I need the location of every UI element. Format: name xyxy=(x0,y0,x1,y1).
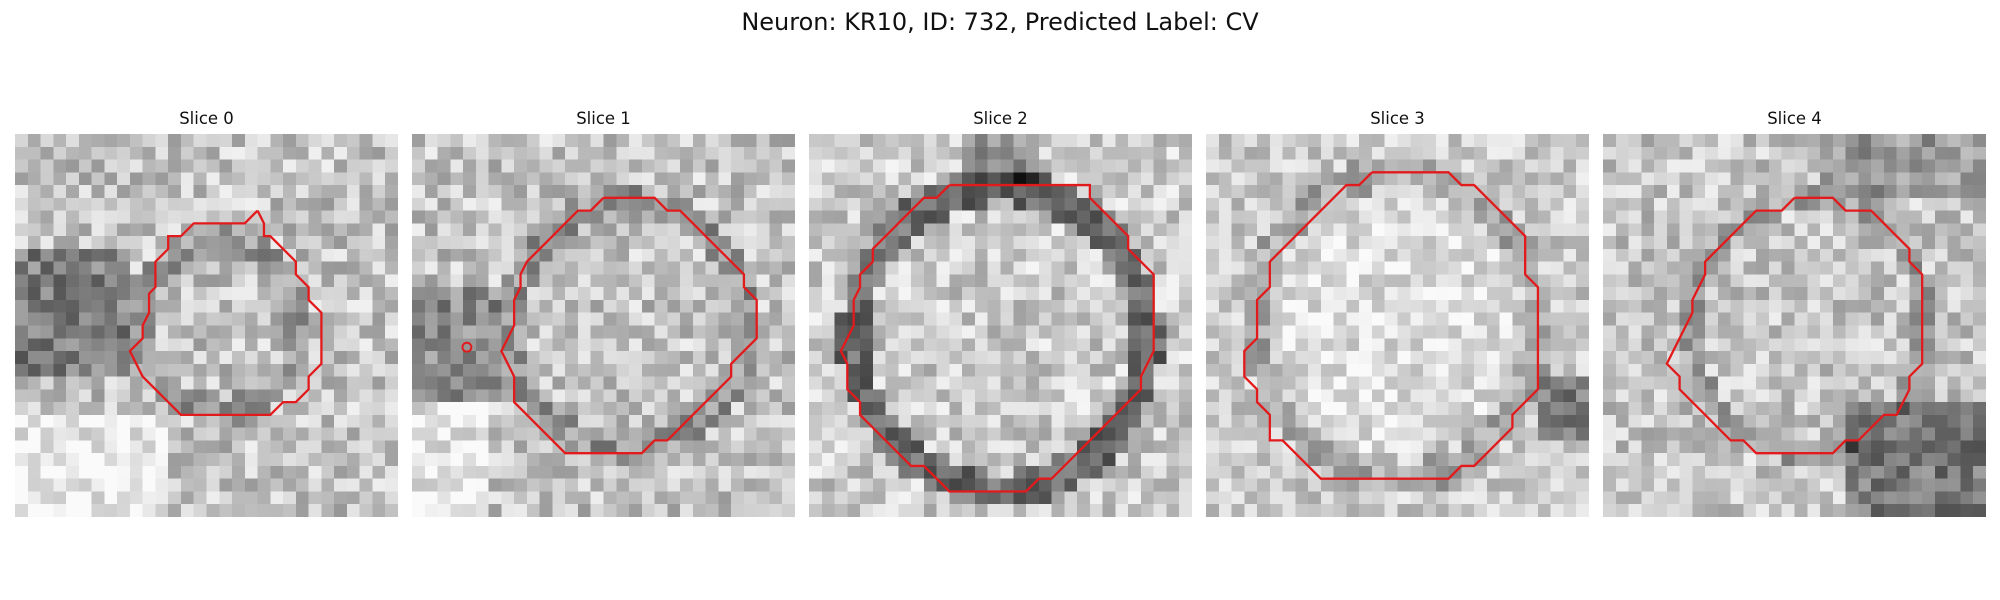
slice-title-4: Slice 4 xyxy=(1767,109,1822,128)
contour-1 xyxy=(500,196,758,455)
contour-4 xyxy=(1665,196,1924,455)
slice-image-1 xyxy=(412,134,795,517)
slice-image-2 xyxy=(809,134,1192,517)
slice-title-1: Slice 1 xyxy=(576,109,631,128)
marker-circle xyxy=(461,341,473,353)
slice-panel-1: Slice 1 xyxy=(412,108,795,517)
slice-panel-0: Slice 0 xyxy=(15,108,398,517)
slice-title-2: Slice 2 xyxy=(973,109,1028,128)
slice-image-4 xyxy=(1603,134,1986,517)
slice-panel-2: Slice 2 xyxy=(809,108,1192,517)
slice-panel-3: Slice 3 xyxy=(1206,108,1589,517)
contour-2 xyxy=(839,183,1155,493)
contour-0 xyxy=(128,209,323,417)
slice-title-0: Slice 0 xyxy=(179,109,234,128)
contour-3 xyxy=(1243,171,1540,480)
slice-title-3: Slice 3 xyxy=(1370,109,1425,128)
figure-title: Neuron: KR10, ID: 732, Predicted Label: … xyxy=(741,8,1259,36)
slice-image-0 xyxy=(15,134,398,517)
slice-panel-4: Slice 4 xyxy=(1603,108,1986,517)
slice-image-3 xyxy=(1206,134,1589,517)
